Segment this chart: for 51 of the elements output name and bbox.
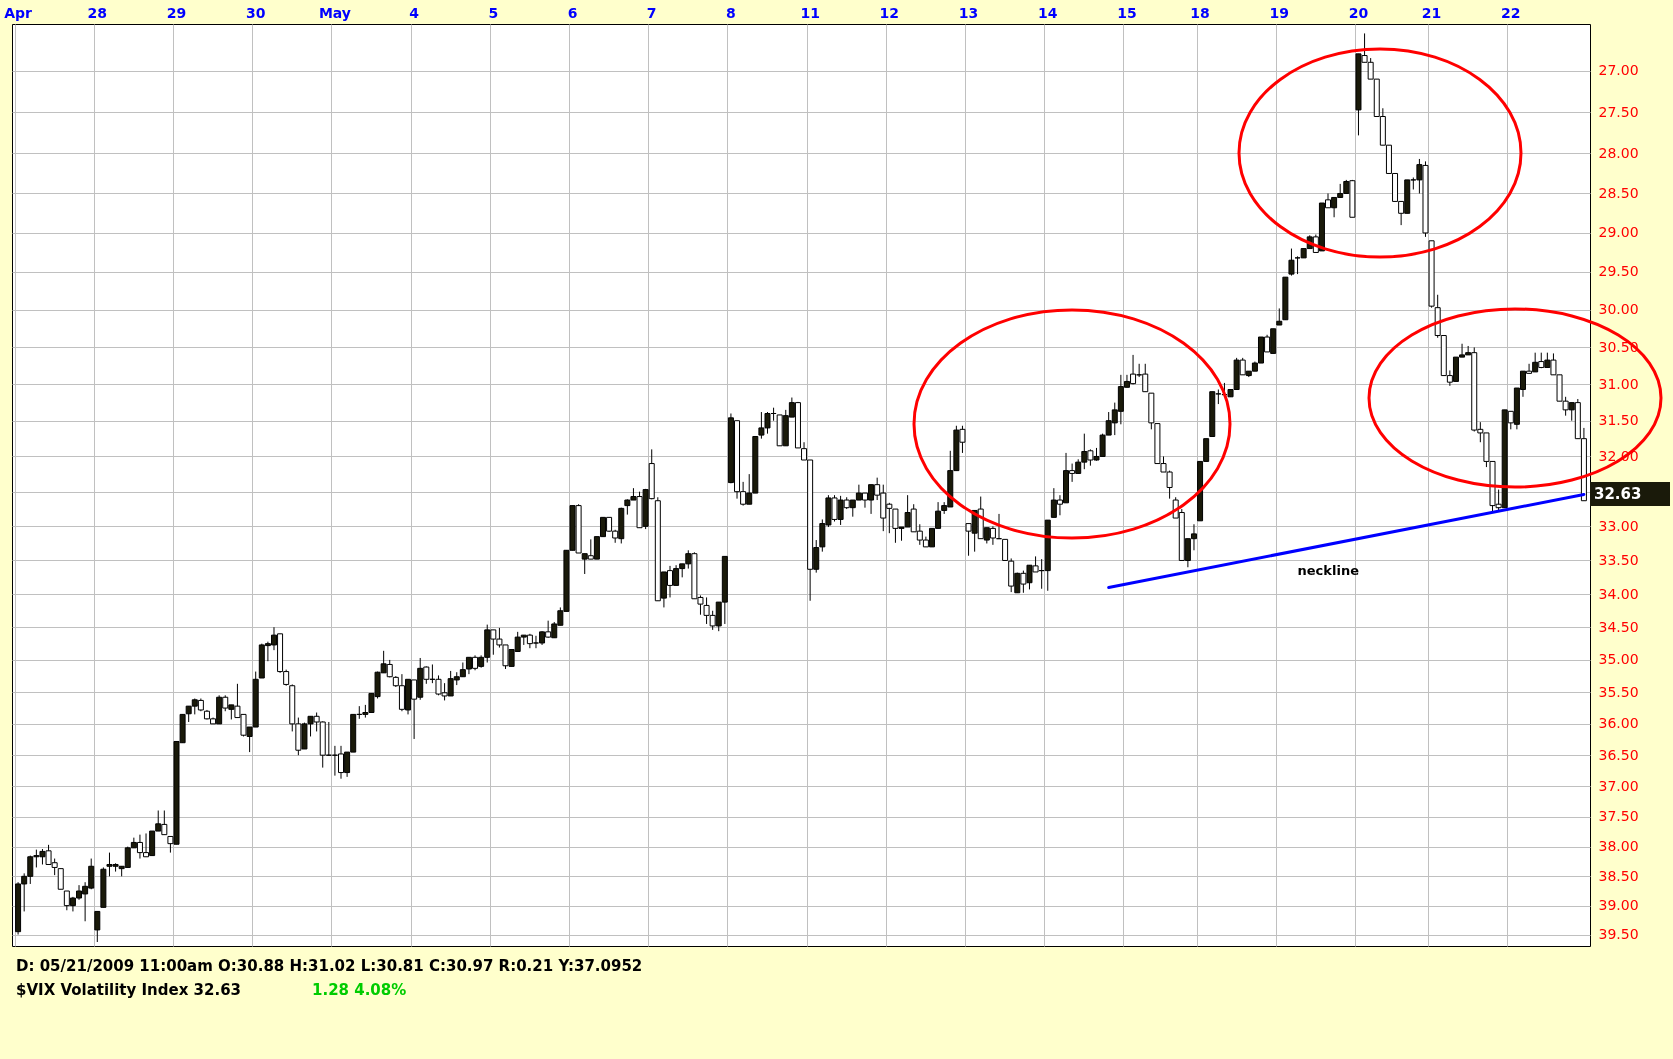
text: D: 05/21/2009 11:00am O:30.88 H:31.02 L:30.81 C:30.97 R:0.21 Y:37.0952 bbox=[16, 957, 643, 975]
x-tick-label: May bbox=[318, 4, 351, 21]
text: 1.28 4.08% bbox=[312, 981, 407, 999]
y-tick-label: 33.50 bbox=[1598, 551, 1639, 568]
x-tick-label: 30 bbox=[245, 4, 266, 21]
y-tick-label: 37.50 bbox=[1598, 808, 1639, 825]
y-tick-label: 36.50 bbox=[1598, 746, 1639, 763]
y-tick-label: 31.00 bbox=[1598, 375, 1639, 392]
x-tick-label: 7 bbox=[646, 4, 657, 21]
x-tick-label: 8 bbox=[726, 4, 736, 21]
x-tick-label: 22 bbox=[1501, 4, 1521, 21]
y-tick-label: 38.50 bbox=[1598, 867, 1639, 884]
x-tick-label: 4 bbox=[409, 4, 420, 21]
y-tick-label: 29.00 bbox=[1598, 224, 1639, 241]
x-tick-label: 6 bbox=[567, 4, 578, 21]
y-tick-label: 27.50 bbox=[1598, 103, 1639, 120]
series-label: neckline bbox=[1297, 562, 1360, 578]
x-tick-label: Apr bbox=[4, 4, 33, 21]
candlestick bbox=[57, 868, 64, 890]
text: 32.63 bbox=[1594, 485, 1642, 503]
x-tick-label: 14 bbox=[1038, 4, 1058, 21]
y-tick-label: 38.00 bbox=[1598, 838, 1639, 855]
x-tick-label: 11 bbox=[800, 4, 820, 21]
x-tick-label: 29 bbox=[166, 4, 187, 21]
y-tick-label: 34.50 bbox=[1598, 618, 1639, 635]
y-tick-label: 29.50 bbox=[1598, 263, 1639, 280]
text: $VIX Volatility Index 32.63 bbox=[16, 981, 242, 999]
y-tick-label: 28.00 bbox=[1598, 144, 1639, 161]
x-tick-label: 21 bbox=[1421, 4, 1442, 21]
y-tick-label: 35.00 bbox=[1598, 651, 1639, 668]
y-tick-label: 28.50 bbox=[1598, 184, 1639, 201]
x-tick-label: 20 bbox=[1348, 4, 1369, 21]
y-tick-label: 36.00 bbox=[1598, 715, 1639, 732]
x-tick-label: 18 bbox=[1190, 4, 1210, 21]
candlestick bbox=[94, 910, 101, 943]
x-tick-label: 19 bbox=[1269, 4, 1290, 21]
candlestick bbox=[1288, 248, 1295, 277]
y-tick-label: 33.00 bbox=[1598, 517, 1639, 534]
y-tick-label: 39.00 bbox=[1598, 897, 1639, 914]
y-tick-label: 37.00 bbox=[1598, 777, 1639, 794]
y-tick-label: 30.00 bbox=[1598, 301, 1639, 318]
y-tick-label: 34.00 bbox=[1598, 585, 1639, 602]
y-tick-label: 35.50 bbox=[1598, 683, 1639, 700]
y-tick-label: 27.00 bbox=[1598, 62, 1639, 79]
x-tick-label: 12 bbox=[879, 4, 900, 21]
x-tick-label: 15 bbox=[1117, 4, 1137, 21]
x-tick-label: 28 bbox=[87, 4, 108, 21]
x-tick-label: 13 bbox=[958, 4, 979, 21]
x-tick-label: 5 bbox=[488, 4, 499, 21]
y-tick-label: 39.50 bbox=[1598, 926, 1639, 943]
y-tick-label: 31.50 bbox=[1598, 412, 1639, 429]
